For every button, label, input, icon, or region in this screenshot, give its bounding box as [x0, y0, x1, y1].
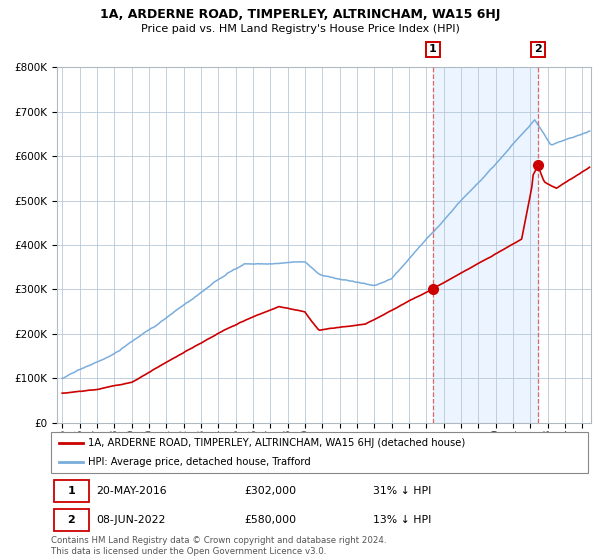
Bar — [433, 67, 538, 423]
FancyBboxPatch shape — [54, 480, 89, 502]
FancyBboxPatch shape — [54, 509, 89, 531]
Text: 1: 1 — [68, 487, 75, 496]
Text: Price paid vs. HM Land Registry's House Price Index (HPI): Price paid vs. HM Land Registry's House … — [140, 24, 460, 34]
Text: 1: 1 — [429, 44, 437, 54]
Text: 1A, ARDERNE ROAD, TIMPERLEY, ALTRINCHAM, WA15 6HJ (detached house): 1A, ARDERNE ROAD, TIMPERLEY, ALTRINCHAM,… — [88, 438, 465, 449]
Text: 13% ↓ HPI: 13% ↓ HPI — [373, 515, 431, 525]
Text: 2: 2 — [534, 44, 542, 54]
Text: £580,000: £580,000 — [244, 515, 296, 525]
Text: 31% ↓ HPI: 31% ↓ HPI — [373, 487, 431, 496]
Text: 2: 2 — [68, 515, 75, 525]
Text: 20-MAY-2016: 20-MAY-2016 — [97, 487, 167, 496]
Text: 08-JUN-2022: 08-JUN-2022 — [97, 515, 166, 525]
Text: Contains HM Land Registry data © Crown copyright and database right 2024.
This d: Contains HM Land Registry data © Crown c… — [51, 536, 386, 556]
Text: HPI: Average price, detached house, Trafford: HPI: Average price, detached house, Traf… — [88, 457, 310, 467]
Text: 1A, ARDERNE ROAD, TIMPERLEY, ALTRINCHAM, WA15 6HJ: 1A, ARDERNE ROAD, TIMPERLEY, ALTRINCHAM,… — [100, 8, 500, 21]
Text: £302,000: £302,000 — [244, 487, 296, 496]
